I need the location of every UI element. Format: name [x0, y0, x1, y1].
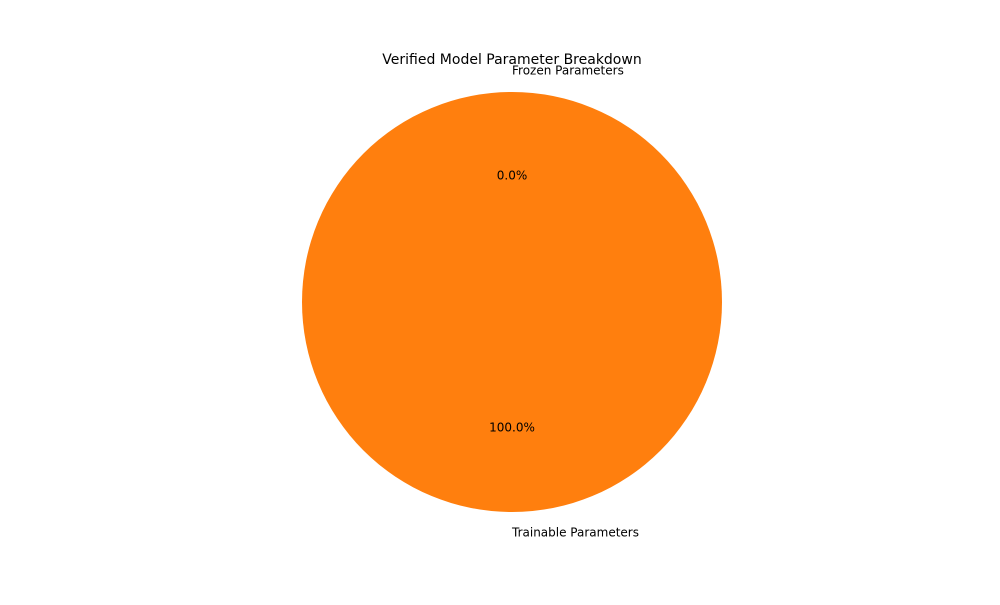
slice-label-trainable-parameters: Trainable Parameters: [511, 526, 639, 540]
chart-title: Verified Model Parameter Breakdown: [382, 52, 641, 68]
pie-slices: [302, 92, 722, 512]
pie-slice-trainable-parameters: [302, 92, 722, 512]
slice-label-frozen-parameters: Frozen Parameters: [512, 64, 624, 78]
slice-percent-trainable-parameters: 100.0%: [489, 421, 535, 435]
pie-labels: Frozen Parameters 0.0% Trainable Parameter…: [489, 64, 639, 540]
slice-percent-frozen-parameters: 0.0%: [497, 169, 528, 183]
